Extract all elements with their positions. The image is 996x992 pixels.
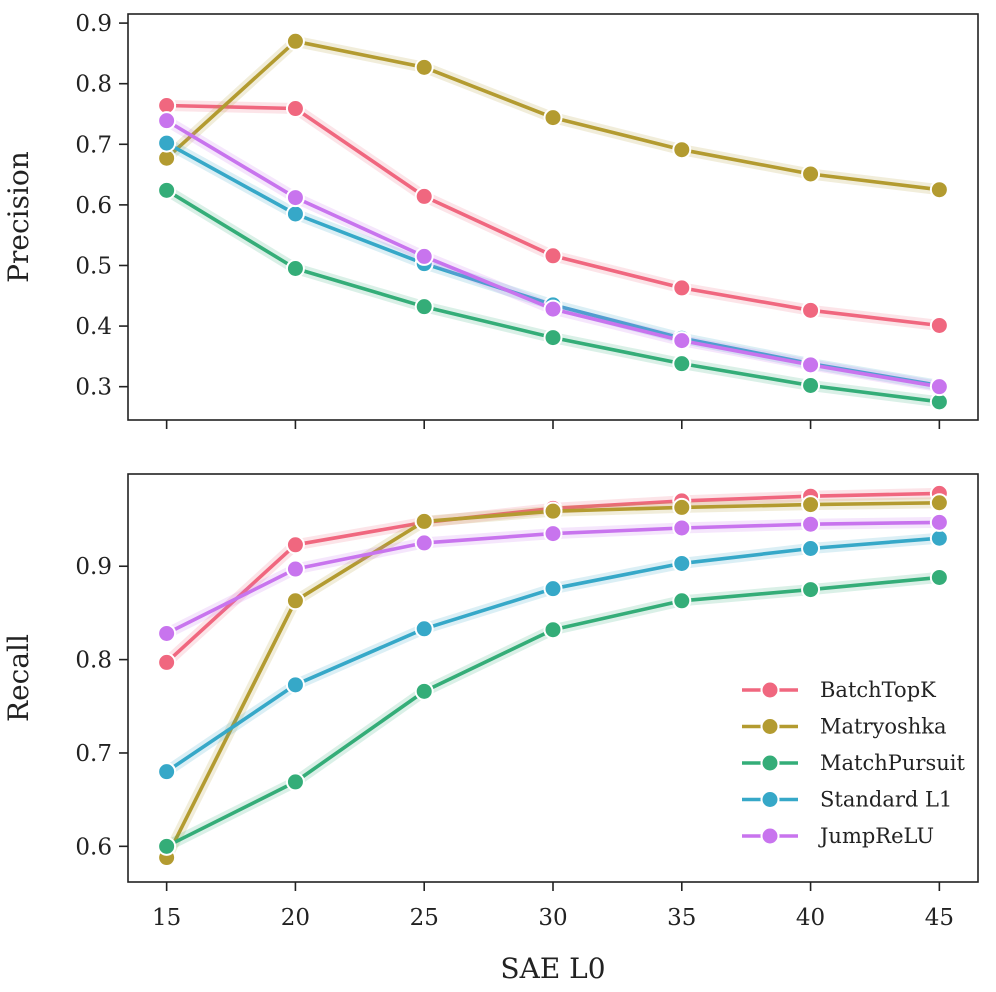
recall-matryoshka-point xyxy=(285,591,305,611)
precision-matryoshka-point xyxy=(414,57,434,77)
recall-standard-l1-point xyxy=(285,675,305,695)
precision-matchpursuit-point xyxy=(801,375,821,395)
precision-matchpursuit-point xyxy=(414,297,434,317)
precision-batchtopk-band xyxy=(161,100,945,331)
legend-batchtopk-marker xyxy=(760,680,780,700)
recall-xtick-label: 20 xyxy=(281,905,310,931)
precision-matryoshka-point xyxy=(672,140,692,160)
recall-matchpursuit-point xyxy=(157,836,177,856)
recall-matchpursuit-point xyxy=(543,620,563,640)
legend-jumprelu-marker xyxy=(760,826,780,846)
recall-standard-l1-point xyxy=(801,539,821,559)
recall-jumprelu-point xyxy=(672,518,692,538)
legend-matryoshka-label: Matryoshka xyxy=(820,715,947,739)
precision-standard-l1-point xyxy=(157,133,177,153)
recall-standard-l1-point xyxy=(414,619,434,639)
precision-matryoshka-point xyxy=(801,164,821,184)
recall-batchtopk-point xyxy=(157,652,177,672)
recall-jumprelu-point xyxy=(543,524,563,544)
recall-jumprelu-point xyxy=(801,514,821,534)
legend-matchpursuit-label: MatchPursuit xyxy=(820,751,965,775)
recall-xtick-label: 25 xyxy=(410,905,439,931)
precision-standard-l1-point xyxy=(285,204,305,224)
precision-jumprelu-point xyxy=(929,377,949,397)
legend: BatchTopK Matryoshka MatchPursuit Standard … xyxy=(742,678,965,848)
recall-panel: 0.6 0.7 0.8 0.9 15 20 25 30 35 40 45 Recall SAE L0 Ba… xyxy=(2,473,979,985)
recall-matchpursuit-point xyxy=(929,567,949,587)
precision-ytick-label: 0.3 xyxy=(75,375,112,401)
precision-jumprelu-point xyxy=(543,299,563,319)
recall-standard-l1-point xyxy=(543,579,563,599)
recall-ytick-label: 0.8 xyxy=(75,648,112,674)
recall-matryoshka-point xyxy=(801,495,821,515)
legend-standard-l1-label: Standard L1 xyxy=(820,788,952,812)
recall-xtick-label: 40 xyxy=(796,905,825,931)
recall-matryoshka-point xyxy=(672,497,692,517)
recall-xtick-label: 45 xyxy=(925,905,954,931)
recall-standard-l1-point xyxy=(672,553,692,573)
recall-matryoshka-point xyxy=(929,493,949,513)
precision-jumprelu-point xyxy=(285,188,305,208)
precision-jumprelu-point xyxy=(157,111,177,131)
precision-batchtopk-line xyxy=(166,103,940,328)
legend-matchpursuit-marker xyxy=(760,753,780,773)
recall-jumprelu-point xyxy=(157,623,177,643)
recall-ytick-label: 0.9 xyxy=(75,554,112,580)
recall-ytick-label: 0.7 xyxy=(75,741,112,767)
precision-jumprelu-point xyxy=(801,355,821,375)
precision-batchtopk-point xyxy=(929,315,949,335)
precision-batchtopk-point xyxy=(801,300,821,320)
precision-ylabel: Precision xyxy=(2,151,35,283)
precision-matchpursuit-point xyxy=(285,259,305,279)
precision-matryoshka-point xyxy=(543,108,563,128)
recall-matryoshka-point xyxy=(543,501,563,521)
recall-standard-l1-point xyxy=(929,528,949,548)
precision-jumprelu-point xyxy=(672,331,692,351)
legend-matryoshka-marker xyxy=(760,717,780,736)
recall-xlabel: SAE L0 xyxy=(500,952,605,985)
precision-batchtopk-point xyxy=(285,99,305,119)
recall-ytick-label: 0.6 xyxy=(75,834,112,860)
precision-matchpursuit-point xyxy=(672,354,692,374)
precision-ytick-label: 0.6 xyxy=(75,193,112,219)
recall-jumprelu-point xyxy=(414,533,434,553)
recall-standard-l1-point xyxy=(157,762,177,782)
precision-ytick-label: 0.4 xyxy=(75,314,112,340)
legend-standard-l1-marker xyxy=(760,790,780,809)
recall-matchpursuit-point xyxy=(414,681,434,701)
precision-ytick-label: 0.7 xyxy=(75,132,112,158)
recall-ylabel: Recall xyxy=(2,634,35,722)
precision-jumprelu-point xyxy=(414,246,434,266)
precision-ytick-label: 0.9 xyxy=(75,11,112,37)
precision-matchpursuit-point xyxy=(543,328,563,348)
recall-matryoshka-point xyxy=(414,511,434,531)
precision-ytick-label: 0.5 xyxy=(75,253,112,279)
recall-jumprelu-point xyxy=(929,512,949,532)
precision-matryoshka-point xyxy=(929,180,949,200)
recall-matchpursuit-point xyxy=(285,772,305,792)
recall-xtick-label: 15 xyxy=(152,905,181,931)
precision-batchtopk-point xyxy=(672,278,692,298)
recall-xtick-label: 30 xyxy=(538,905,567,931)
recall-xtick-label: 35 xyxy=(667,905,696,931)
legend-batchtopk-label: BatchTopK xyxy=(820,678,936,702)
recall-jumprelu-point xyxy=(285,559,305,579)
legend-jumprelu-label: JumpReLU xyxy=(818,824,934,848)
precision-matryoshka-point xyxy=(285,31,305,51)
precision-panel: 0.3 0.4 0.5 0.6 0.7 0.8 0.9 Precision xyxy=(2,11,979,429)
precision-batchtopk-point xyxy=(543,246,563,266)
precision-ytick-label: 0.8 xyxy=(75,72,112,98)
recall-batchtopk-point xyxy=(285,535,305,555)
recall-matchpursuit-point xyxy=(672,591,692,611)
precision-batchtopk-point xyxy=(414,186,434,206)
precision-matchpursuit-point xyxy=(157,180,177,200)
recall-matchpursuit-point xyxy=(801,580,821,600)
